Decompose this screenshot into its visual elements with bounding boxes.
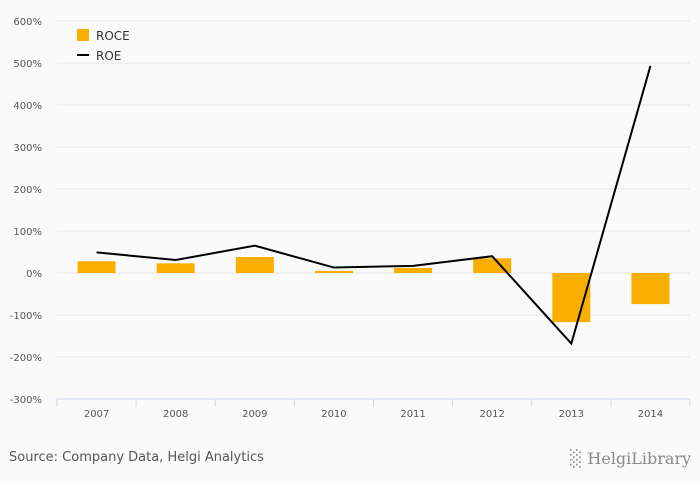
- line-roe: [96, 65, 652, 346]
- bar-roce-2007: [77, 261, 116, 273]
- y-tick-label: -300%: [10, 395, 42, 406]
- y-tick-label: 100%: [13, 227, 42, 238]
- y-tick-label: 200%: [13, 185, 42, 196]
- helgi-library-logo[interactable]: ░ HelgiLibrary: [570, 449, 692, 468]
- y-tick-label: -100%: [10, 311, 42, 322]
- x-tick-label: 2014: [638, 409, 663, 420]
- x-tick-label: 2013: [559, 409, 584, 420]
- y-tick-label: 600%: [13, 17, 42, 28]
- bar-roce-2012: [473, 258, 512, 273]
- bar-roce-2008: [156, 263, 195, 273]
- legend-roe-label: ROE: [96, 49, 121, 63]
- y-tick-label: 500%: [13, 59, 42, 70]
- x-tick-label: 2011: [400, 409, 425, 420]
- x-tick-label: 2008: [163, 409, 188, 420]
- y-tick-label: -200%: [10, 353, 42, 364]
- source-note: Source: Company Data, Helgi Analytics: [9, 450, 264, 465]
- bar-roce-2010: [314, 270, 353, 273]
- legend-roce-swatch: [77, 29, 89, 41]
- chart: 600% 500% 400% 300% 200% 100% 0% -100% -200% -300…: [10, 17, 691, 420]
- bar-roce-2011: [394, 267, 433, 273]
- bar-roce-2014: [631, 273, 670, 305]
- y-tick-label: 300%: [13, 143, 42, 154]
- bar-roce-2009: [235, 257, 274, 273]
- x-tick-label: 2010: [321, 409, 346, 420]
- y-tick-label: 0%: [26, 269, 42, 280]
- y-tick-label: 400%: [13, 101, 42, 112]
- x-tick-label: 2007: [84, 409, 109, 420]
- x-tick-label: 2009: [242, 409, 267, 420]
- x-tick-label: 2012: [479, 409, 504, 420]
- legend-roce-label: ROCE: [96, 29, 130, 43]
